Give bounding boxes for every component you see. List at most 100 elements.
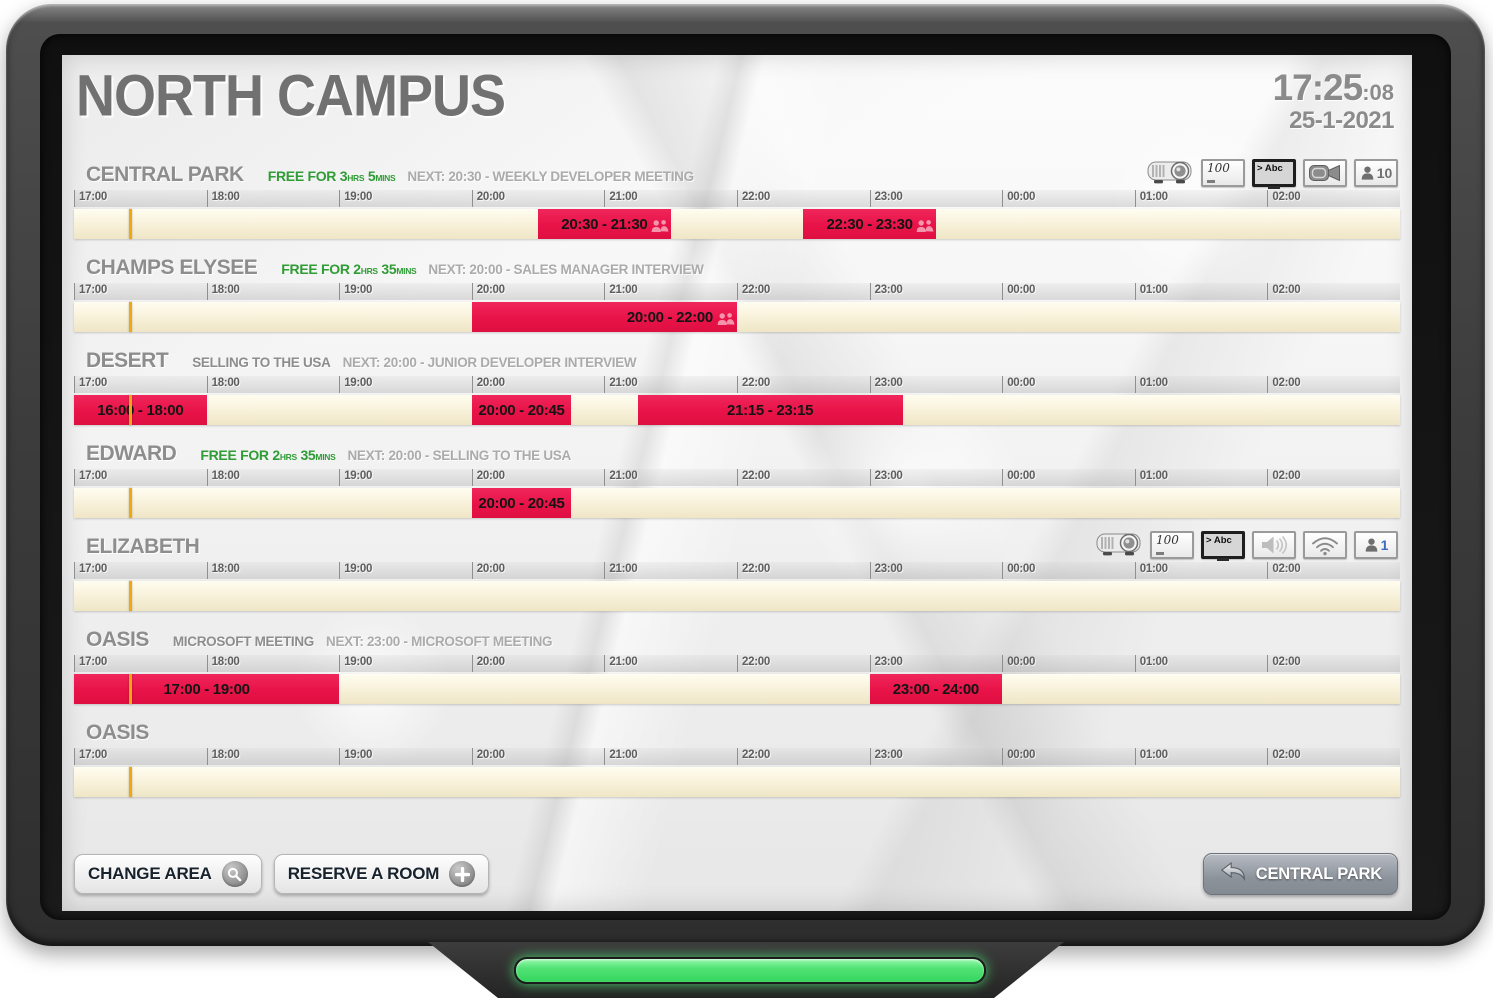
room-name: ELIZABETH [86,535,200,558]
timeline-bar[interactable]: 17:00 - 19:00 23:00 - 24:00 [74,674,1400,704]
room-header: OASIS MICROSOFT MEETING NEXT: 23:00 - MICR… [74,628,1400,655]
screen: NORTH CAMPUS 17:25:08 25-1-2021 CENTRAL … [62,55,1412,911]
timeline-bar[interactable] [74,581,1400,611]
room-status: FREE FOR 2HRS 35MINS NEXT: 20:00 - SALES … [281,261,704,279]
timeline-bar[interactable]: 16:00 - 18:00 20:00 - 20:45 21:15 - 23:15 [74,395,1400,425]
hour-label: 21:00 [604,190,638,207]
change-area-button[interactable]: CHANGE AREA [74,854,262,894]
hour-label: 02:00 [1267,190,1301,207]
room-row: EDWARD FREE FOR 2HRS 35MINS NEXT: 20:00 - … [74,442,1400,518]
whiteboard-icon: 100 [1201,159,1245,187]
booking-block[interactable]: 22:30 - 23:30 [803,209,936,239]
hour-label: 00:00 [1002,655,1035,672]
hour-label: 19:00 [339,748,372,765]
booking-time-label: 23:00 - 24:00 [892,680,979,698]
room-row: OASIS 17:00 18:00 19:00 20:00 21:00 22:00 23:00… [74,721,1400,797]
hour-label: 19:00 [339,562,372,579]
change-area-label: CHANGE AREA [88,864,212,883]
hour-label: 01:00 [1134,190,1168,207]
booking-block[interactable]: 20:00 - 20:45 [471,395,572,425]
hour-label: 02:00 [1267,283,1301,300]
hour-label: 00:00 [1002,748,1035,765]
display-screen-label: > Abc [1206,535,1232,546]
hour-label: 22:00 [737,748,770,765]
whiteboard-marker [1207,180,1215,183]
booking-time-label: 20:00 - 20:45 [478,401,565,419]
timeline-bar[interactable]: 20:30 - 21:30 22:30 - 23:30 [74,209,1400,239]
hour-label: 22:00 [737,655,770,672]
display-screen-stand [1268,186,1280,189]
room-current-meeting: SELLING TO THE USA [192,355,331,370]
room-free-status: FREE FOR 3HRS 5MINS [267,168,396,184]
room-row: OASIS MICROSOFT MEETING NEXT: 23:00 - MICR… [74,628,1400,704]
booking-block[interactable]: 20:00 - 20:45 [471,488,572,518]
room-amenities: 100 > Abc 1 [1095,529,1398,561]
hour-label: 19:00 [339,283,372,300]
room-row: DESERT SELLING TO THE USA NEXT: 20:00 - JU… [74,349,1400,425]
whiteboard-size-label: 100 [1156,533,1179,547]
led-status-bar [514,957,986,984]
booking-block[interactable]: 16:00 - 18:00 [74,395,207,425]
hour-label: 21:00 [604,655,638,672]
hour-label: 02:00 [1267,376,1301,393]
room-free-status: FREE FOR 2HRS 35MINS [281,261,417,277]
hour-strip: 17:00 18:00 19:00 20:00 21:00 22:00 23:00 00:00… [74,748,1400,765]
hour-label: 20:00 [471,376,505,393]
booking-block[interactable]: 20:30 - 21:30 [538,209,671,239]
wifi-icon [1303,531,1347,559]
timeline-bar[interactable]: 20:00 - 22:00 [74,302,1400,332]
booking-time-label: 20:30 - 21:30 [561,215,648,233]
header: NORTH CAMPUS 17:25:08 25-1-2021 [62,55,1412,157]
hour-label: 22:00 [737,190,770,207]
footer: CHANGE AREA RESERVE A ROOM CENTRAL PARK [62,853,1412,911]
clock-time-line: 17:25:08 [1273,69,1394,106]
central-park-back-button[interactable]: CENTRAL PARK [1202,853,1398,895]
booking-time-label: 20:00 - 22:00 [626,308,713,326]
hour-strip: 17:00 18:00 19:00 20:00 21:00 22:00 23:00 00:00… [74,190,1400,207]
booking-block[interactable]: 21:15 - 23:15 [637,395,903,425]
clock-date: 25-1-2021 [1289,107,1394,134]
reserve-room-button[interactable]: RESERVE A ROOM [273,854,490,894]
room-status: FREE FOR 2HRS 35MINS NEXT: 20:00 - SELLIN… [200,447,571,465]
projector-icon [1095,529,1143,559]
booking-time-label: 16:00 - 18:00 [97,401,184,419]
whiteboard-size-label: 100 [1207,161,1230,175]
search-icon [221,861,248,887]
current-time-marker [129,488,133,518]
booking-block[interactable]: 23:00 - 24:00 [869,674,1003,704]
hour-label: 18:00 [206,562,240,579]
hour-label: 17:00 [74,469,107,486]
room-next-meeting: NEXT: 23:00 - MICROSOFT MEETING [326,634,553,649]
booking-time-label: 22:30 - 23:30 [826,215,913,233]
room-current-meeting: MICROSOFT MEETING [172,634,315,649]
room-header: DESERT SELLING TO THE USA NEXT: 20:00 - JU… [74,349,1400,376]
room-header: CENTRAL PARK FREE FOR 3HRS 5MINS NEXT: 20:… [74,159,1400,190]
room-next-meeting: NEXT: 20:00 - SELLING TO THE USA [347,448,571,463]
booking-block[interactable]: 20:00 - 22:00 [471,302,737,332]
booking-block[interactable]: 17:00 - 19:00 [74,674,340,704]
plus-icon [449,861,476,887]
display-screen-icon: > Abc [1201,531,1245,561]
hour-label: 18:00 [206,655,240,672]
hour-label: 01:00 [1134,562,1168,579]
hour-label: 19:00 [339,190,372,207]
hour-strip: 17:00 18:00 19:00 20:00 21:00 22:00 23:00 00:00… [74,655,1400,672]
room-name: DESERT [86,349,169,372]
clock-time: 17:25 [1272,67,1364,108]
attendees-icon [916,219,934,237]
hour-label: 23:00 [869,748,903,765]
hour-label: 01:00 [1134,469,1168,486]
hour-label: 18:00 [206,190,240,207]
room-next-meeting: NEXT: 20:00 - SALES MANAGER INTERVIEW [428,262,704,277]
timeline-bar[interactable]: 20:00 - 20:45 [74,488,1400,518]
current-time-marker [129,674,133,704]
hour-label: 19:00 [339,655,372,672]
hour-label: 19:00 [339,469,372,486]
hour-label: 22:00 [737,283,770,300]
hour-label: 17:00 [74,190,107,207]
booking-time-label: 20:00 - 20:45 [478,494,565,512]
reserve-room-label: RESERVE A ROOM [287,864,440,883]
hour-label: 20:00 [471,655,505,672]
hour-strip: 17:00 18:00 19:00 20:00 21:00 22:00 23:00 00:00… [74,283,1400,300]
timeline-bar[interactable] [74,767,1400,797]
